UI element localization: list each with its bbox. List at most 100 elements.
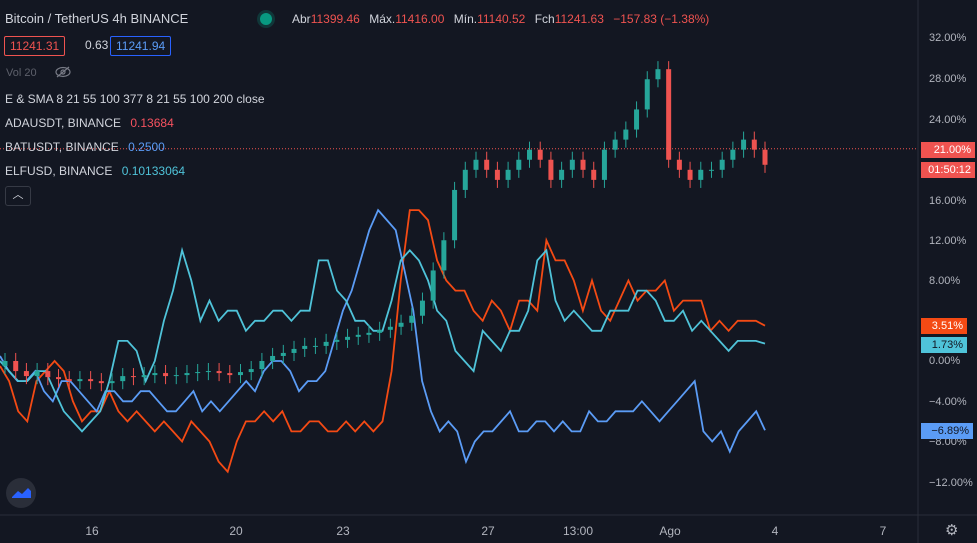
candle-body (259, 361, 265, 370)
candle-body (762, 149, 768, 165)
candle-body (88, 379, 94, 382)
candle-body (559, 169, 565, 180)
candle-body (216, 371, 222, 374)
hidden-eye-icon[interactable] (55, 66, 71, 78)
candle-body (23, 371, 29, 377)
price-axis-label: 32.00% (929, 32, 967, 44)
candle-body (130, 376, 136, 378)
buy-price-button[interactable]: 11241.94 (110, 36, 172, 56)
candle-body (173, 375, 179, 377)
compare-row-elf[interactable]: ELFUSD, BINANCE 0.10133064 (5, 164, 185, 178)
candle-body (2, 361, 8, 367)
gear-icon[interactable]: ⚙ (945, 522, 959, 539)
bat-price-tag: −6.89% (921, 423, 973, 439)
price-axis-label: −4.00% (929, 396, 967, 408)
candle-body (366, 332, 372, 335)
series-line-elfusd (0, 246, 766, 433)
volume-label[interactable]: Vol 20 (6, 67, 37, 79)
compare-row-bat[interactable]: BATUSDT, BINANCE 0.2500 (5, 140, 165, 154)
candle-body (505, 169, 511, 180)
candle-body (377, 329, 383, 333)
series-line-batusdt (0, 208, 766, 465)
time-axis-label: 7 (879, 524, 887, 538)
candle-body (666, 69, 672, 160)
candle-body (484, 159, 490, 170)
compare-symbol: ELFUSD, BINANCE (5, 164, 113, 178)
time-axis-label: 20 (229, 524, 243, 538)
candle-body (345, 336, 351, 340)
time-axis-label: 23 (336, 524, 350, 538)
candle-body (109, 381, 115, 384)
candle-body (302, 345, 308, 349)
candle-body (462, 169, 468, 190)
time-axis-label: 13:00 (562, 524, 594, 538)
candle-body (441, 240, 447, 271)
candle-body (270, 355, 276, 361)
series-line-adausdt (0, 209, 766, 474)
candle-body (676, 159, 682, 170)
candle-body (430, 270, 436, 301)
sma-indicator-label[interactable]: E & SMA 8 21 55 100 377 8 21 55 100 200 … (5, 92, 265, 106)
candle-body (34, 371, 40, 377)
candle-body (698, 169, 704, 180)
sell-price-button[interactable]: 11241.31 (4, 36, 66, 56)
candle-body (248, 369, 254, 373)
candle-body (644, 79, 650, 110)
chevrons-up-icon[interactable]: ︿ (5, 186, 31, 206)
ohlc-open-label: Abr (292, 12, 311, 26)
price-axis-label: −8.00% (929, 436, 967, 448)
tradingview-logo-icon[interactable] (6, 478, 36, 508)
candle-body (398, 322, 404, 327)
candle-body (687, 169, 693, 180)
symbol-title[interactable]: Bitcoin / TetherUS 4h BINANCE (5, 11, 189, 26)
candle-body (152, 373, 158, 376)
compare-value: 0.13684 (130, 116, 174, 130)
compare-row-ada[interactable]: ADAUSDT, BINANCE 0.13684 (5, 116, 174, 130)
candle-body (537, 149, 543, 160)
price-axis-label: 24.00% (929, 114, 967, 126)
candle-body (419, 300, 425, 316)
time-axis-label: 4 (771, 524, 779, 538)
ohlc-high-value: 11416.00 (395, 12, 445, 26)
candle-body (591, 169, 597, 180)
candle-body (452, 189, 458, 241)
candle-body (409, 315, 415, 323)
candle-body (655, 69, 661, 80)
candle-body (323, 341, 329, 346)
candle-body (516, 159, 522, 170)
candle-body (120, 376, 126, 382)
elf-price-tag: 1.73% (921, 337, 967, 353)
candle-body (56, 377, 62, 380)
ohlc-close-value: 11241.63 (554, 12, 604, 26)
candle-body (387, 326, 393, 330)
candle-body (205, 371, 211, 373)
ohlc-close-label: Fch (534, 12, 555, 26)
candle-body (527, 149, 533, 160)
compare-value: 0.10133064 (121, 164, 186, 178)
candle-body (66, 379, 72, 382)
candle-body (45, 371, 51, 378)
compare-symbol: ADAUSDT, BINANCE (5, 116, 122, 130)
candle-body (548, 159, 554, 180)
candle-body (580, 159, 586, 170)
price-axis-label: −12.00% (929, 477, 973, 489)
candle-body (612, 139, 618, 150)
candle-body (473, 159, 479, 170)
candle-body (195, 372, 201, 374)
ohlc-change: −157.83 (−1.38%) (613, 12, 710, 26)
candle-body (751, 139, 757, 150)
candle-body (13, 361, 19, 372)
ohlc-low-value: 11140.52 (477, 12, 526, 26)
ohlc-high-label: Máx. (369, 12, 396, 26)
spread-value: 0.63 (85, 38, 109, 52)
candle-body (163, 373, 169, 377)
candle-body (719, 159, 725, 170)
candle-body (708, 169, 714, 171)
time-axis-label: 16 (85, 524, 99, 538)
candle-body (569, 159, 575, 170)
candle-body (227, 373, 233, 376)
candle-body (77, 379, 83, 382)
ada-price-tag: 3.51% (921, 318, 967, 334)
candle-body (141, 375, 147, 378)
